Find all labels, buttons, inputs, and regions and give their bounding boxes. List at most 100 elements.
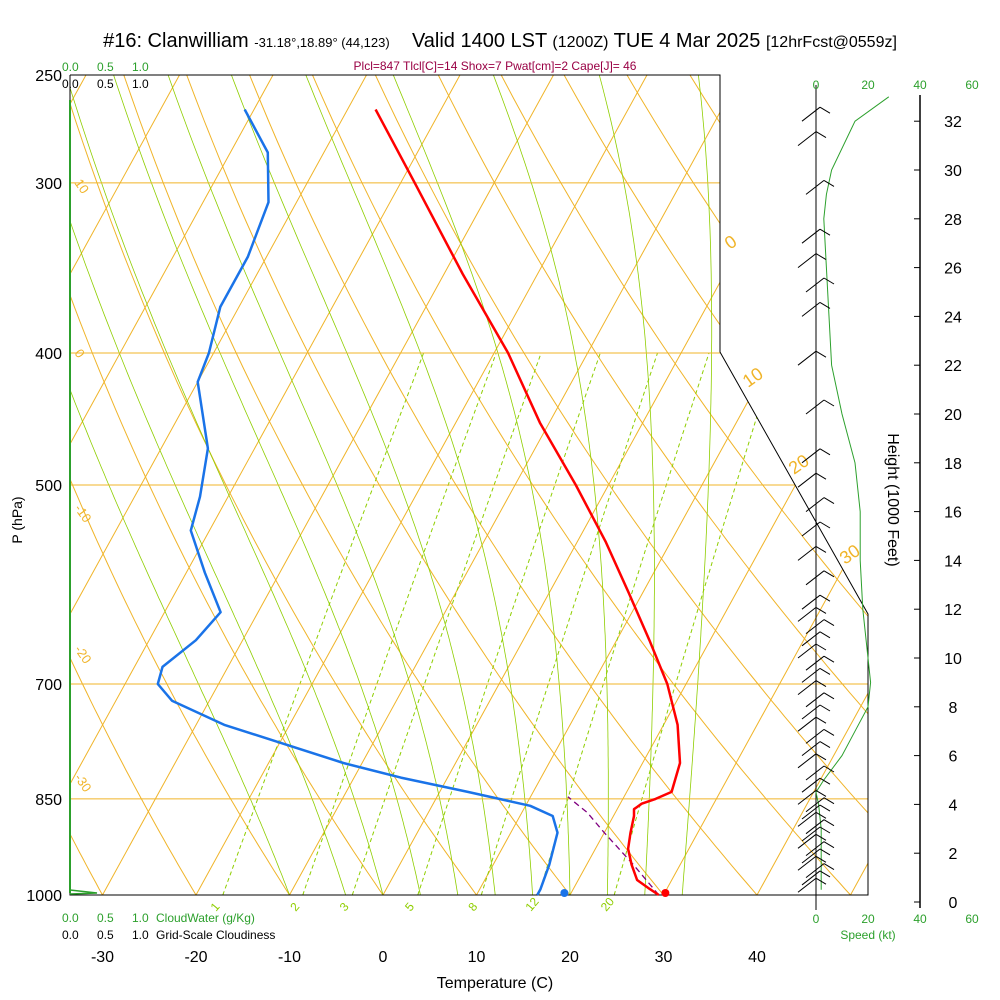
dry-adiabat-line [374, 75, 868, 895]
dewpoint-trace [156, 108, 559, 896]
cloudwater-tick-label: 0.5 [97, 911, 114, 925]
mixing-ratio-label: 8 [465, 900, 480, 914]
dry-adiabat-line [70, 75, 290, 895]
moist-adiabat-line [305, 75, 533, 895]
wind-speed-tick-label: 60 [965, 78, 979, 92]
dry-adiabat-line [563, 75, 868, 895]
mixing-ratio-line [302, 352, 497, 895]
wind-barb [801, 668, 821, 683]
wind-barb [801, 106, 821, 122]
wind-barb [819, 848, 831, 856]
height-tick-label: 6 [949, 749, 958, 766]
wind-barb [805, 863, 825, 878]
diagram-area [70, 75, 868, 895]
parcel-trace [567, 796, 660, 896]
wind-barb [823, 728, 835, 736]
pressure-tick-label: 500 [35, 478, 62, 495]
wind-barb [797, 855, 817, 871]
temperature-tick-label: 0 [379, 949, 388, 966]
wind-barb [805, 841, 825, 857]
wind-barb [801, 228, 821, 244]
mixing-ratio-label: 12 [522, 894, 542, 913]
wind-barb [823, 570, 835, 578]
cloudwater-axis-label: CloudWater (g/Kg) [156, 911, 255, 925]
height-tick-label: 0 [949, 895, 958, 912]
height-tick-label: 16 [944, 505, 962, 522]
wind-barb [815, 680, 827, 688]
forecast-run: [12hrFcst@0559z] [765, 34, 897, 51]
height-tick-label: 24 [944, 309, 962, 326]
wind-barb [823, 765, 835, 773]
cloudwater-tick-label: 0.0 [62, 60, 79, 74]
dry-adiabat-line [815, 75, 868, 895]
wind-barb [801, 777, 821, 793]
isotherm-label: 0 [72, 346, 88, 361]
wind-barb [819, 448, 831, 456]
wind-barb [815, 811, 827, 819]
moist-adiabat-line [113, 75, 421, 895]
isotherm-label: -10 [72, 501, 95, 525]
wind-barb [819, 741, 831, 749]
moist-adiabat-line [681, 75, 713, 895]
pressure-tick-label: 1000 [26, 888, 62, 905]
temperature-tick-label: 20 [561, 949, 579, 966]
wind-barb [805, 497, 825, 512]
height-tick-label: 22 [944, 358, 962, 375]
wind-barb [797, 546, 817, 561]
pressure-tick-label: 700 [35, 677, 62, 694]
pressure-tick-label: 850 [35, 792, 62, 809]
dry-adiabat-line [70, 75, 477, 895]
wind-barb [801, 631, 821, 647]
wind-barb [819, 228, 831, 236]
wind-barb [819, 870, 831, 878]
wind-barb [797, 680, 817, 695]
wind-speed-tick-label: 0 [813, 78, 820, 92]
isotherm-line [70, 75, 180, 895]
wind-barb [797, 716, 817, 732]
wind-speed-profile [815, 96, 890, 890]
cloudwater-tick-label: 1.0 [132, 60, 149, 74]
wind-barb [823, 497, 835, 505]
wind-barb [805, 619, 825, 634]
dry-adiabat-line [70, 75, 384, 895]
wind-barb [823, 619, 835, 627]
moist-adiabat-line [231, 75, 496, 895]
wind-barb [805, 655, 825, 671]
temperature-tick-label: -20 [184, 949, 207, 966]
wind-barb [805, 692, 825, 708]
mixing-ratio-line [538, 352, 710, 895]
wind-barb [815, 350, 827, 358]
wind-barb [797, 350, 817, 366]
wind-barb [801, 848, 821, 864]
moist-adiabat-line [598, 75, 655, 895]
pressure-tick-label: 400 [35, 346, 62, 363]
cloudiness-tick-label: 0.0 [62, 77, 79, 91]
moist-adiabat-line [493, 75, 609, 895]
height-tick-label: 32 [944, 114, 962, 131]
mixing-ratio-label: 3 [337, 900, 352, 914]
height-tick-label: 4 [949, 797, 958, 814]
isotherm-line [756, 75, 868, 895]
moist-adiabat-line [70, 75, 384, 895]
height-tick-label: 14 [944, 553, 962, 570]
wind-barb [815, 877, 827, 885]
mixing-ratio-label: 2 [287, 900, 302, 914]
temperature-tick-label: -30 [91, 949, 114, 966]
cloudwater-tick-label: 0.5 [97, 60, 114, 74]
wind-barb [797, 877, 817, 893]
dry-adiabat-line [312, 75, 851, 895]
dry-adiabat-line [249, 75, 758, 895]
height-tick-label: 26 [944, 261, 962, 278]
dry-adiabat-line [70, 75, 197, 895]
station-coords: -31.18°,18.89° (44,123) [254, 35, 390, 50]
wind-barb [819, 521, 831, 529]
temperature-tick-label: 10 [468, 949, 486, 966]
wind-speed-tick-label: 20 [861, 912, 875, 926]
dry-adiabat-line [437, 75, 868, 895]
height-tick-label: 2 [949, 846, 958, 863]
wind-speed-tick-label: 60 [965, 912, 979, 926]
isotherm-label: 10 [739, 363, 767, 391]
cloudwater-profile [69, 889, 98, 895]
isotherm-line [850, 75, 868, 895]
